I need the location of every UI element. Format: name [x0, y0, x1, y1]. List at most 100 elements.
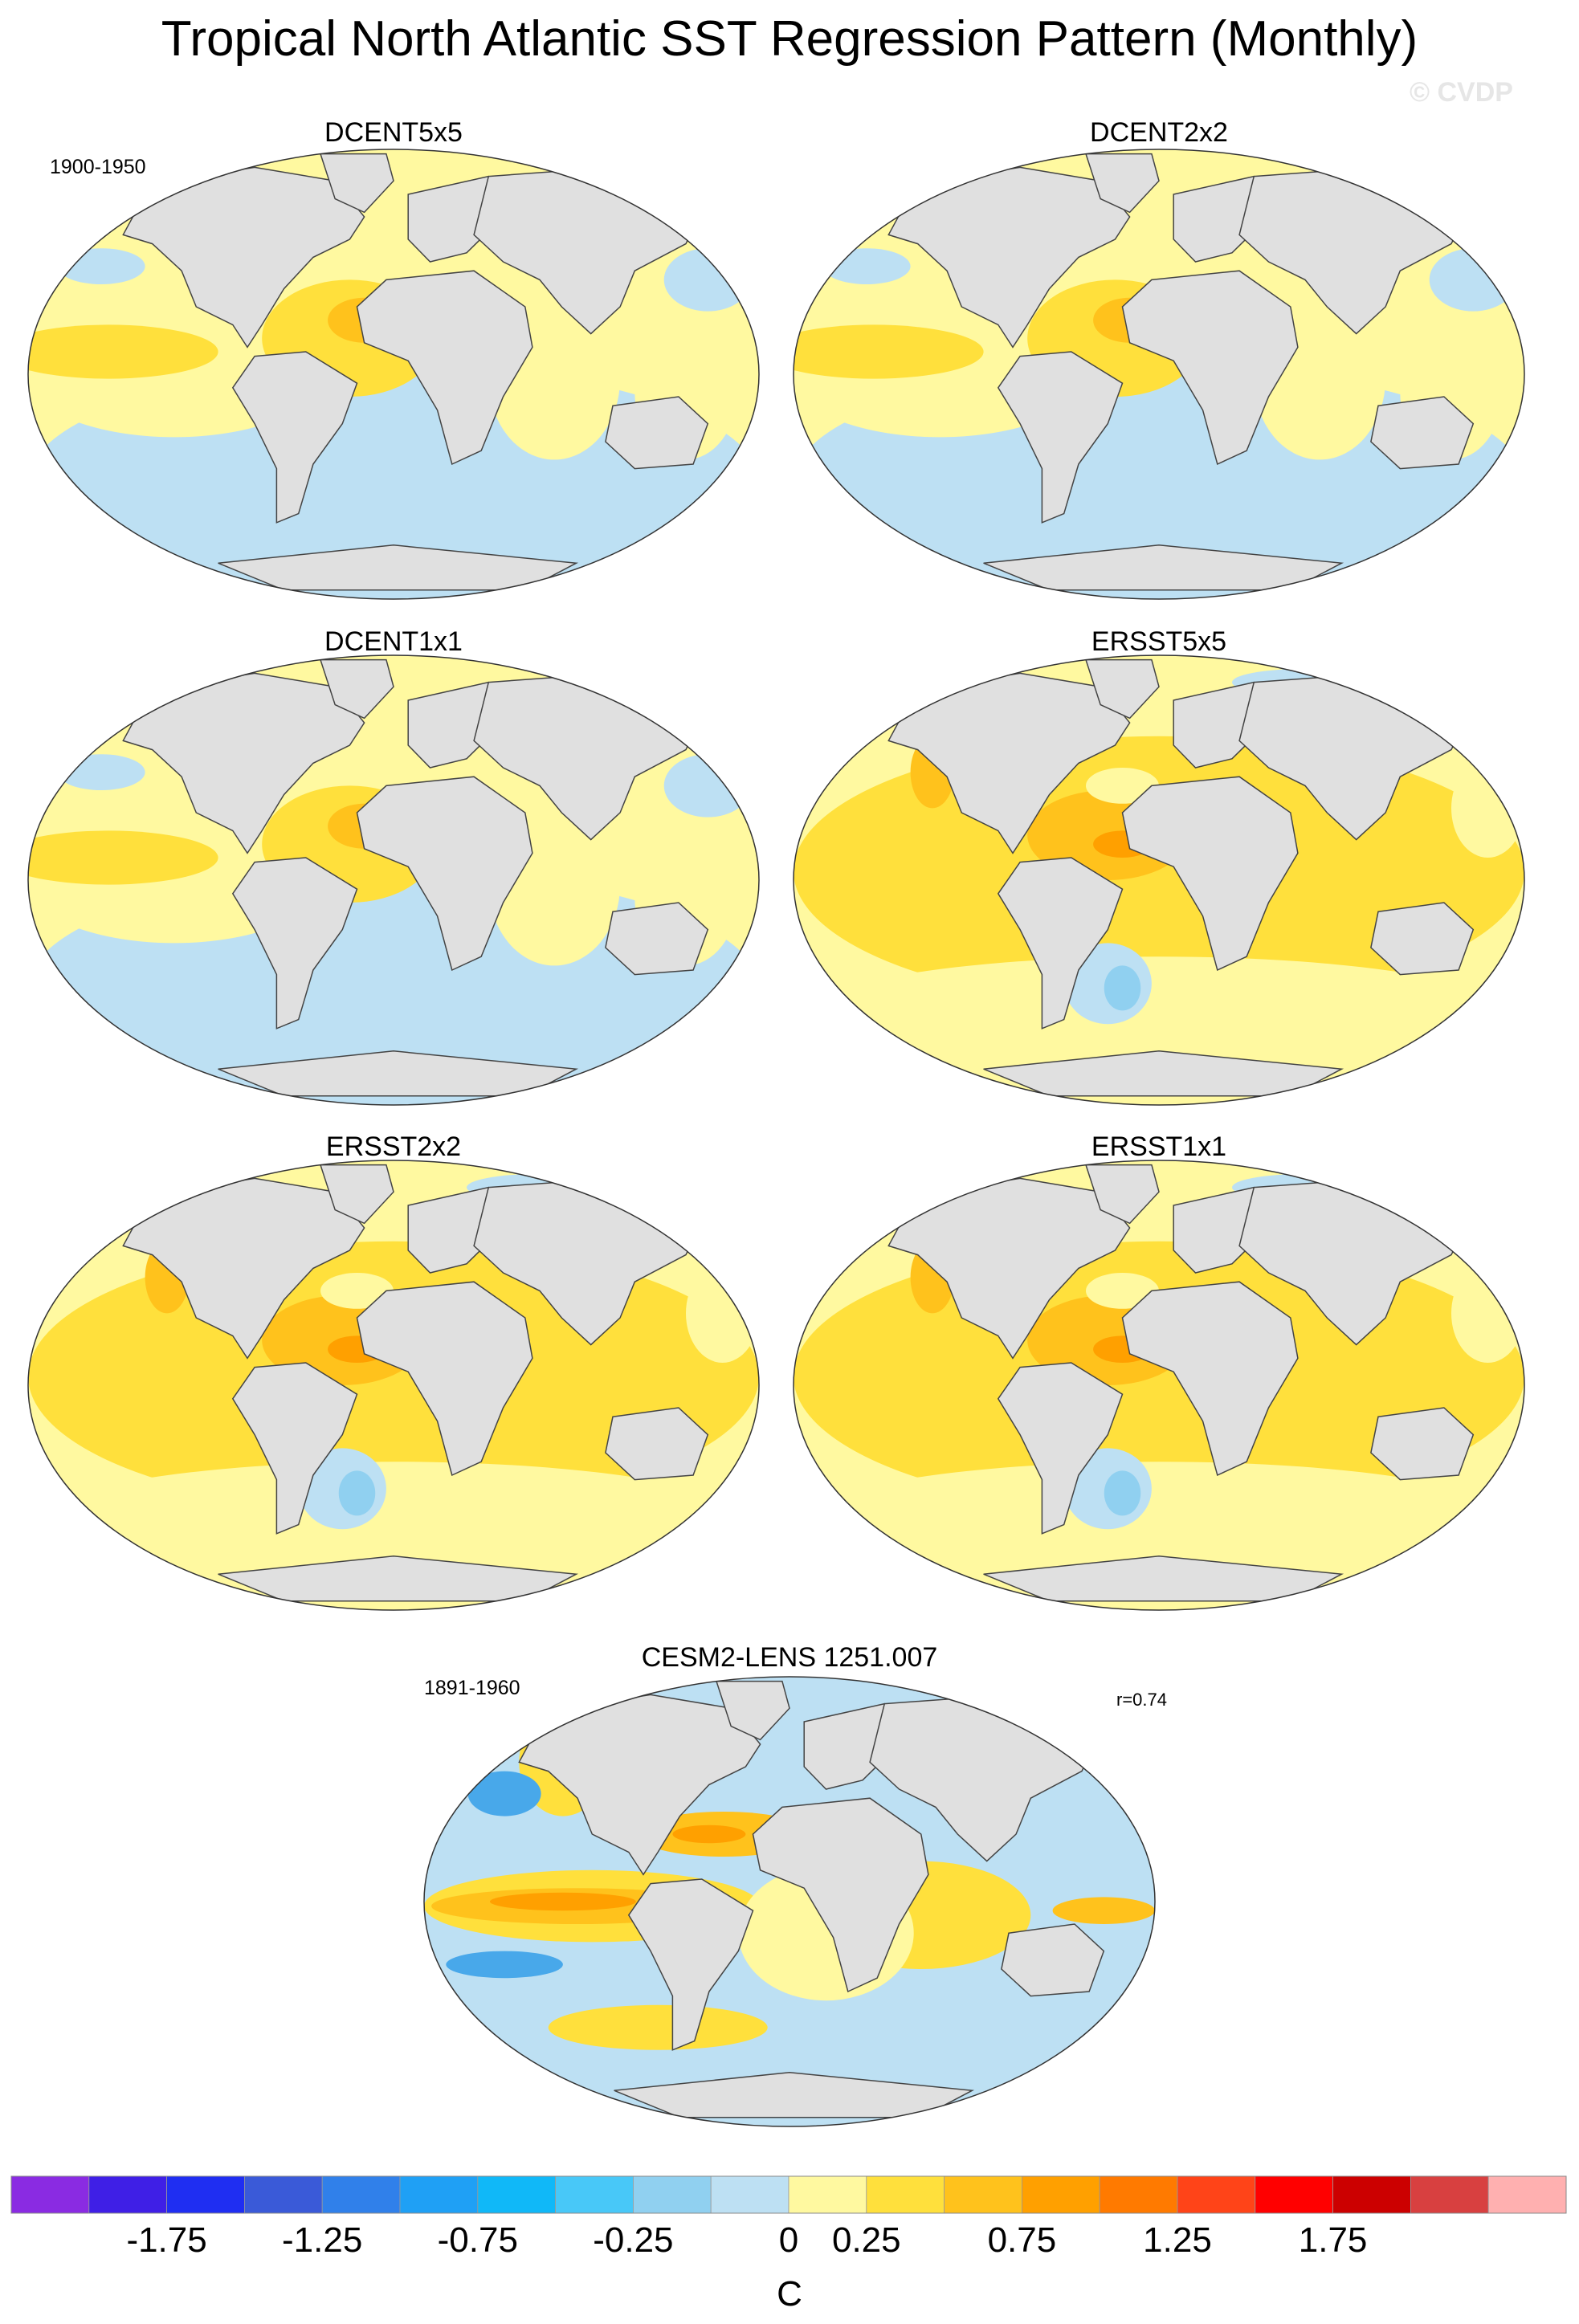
land-south-america: [231, 351, 358, 524]
land-antarctica: [614, 2072, 975, 2118]
sst-anomaly-patch: [794, 956, 1524, 1082]
panel-title: DCENT1x1: [324, 626, 463, 657]
sst-anomaly-patch: [28, 830, 218, 885]
panel-title: DCENT5x5: [324, 117, 463, 148]
colorbar-tick-label: 1.75: [1298, 2220, 1368, 2260]
sst-anomaly-patch: [489, 1892, 636, 1911]
land-greenland: [319, 153, 394, 214]
land-south-america: [997, 351, 1124, 524]
land-greenland: [319, 658, 394, 720]
sst-anomaly-patch: [794, 1462, 1524, 1588]
panel-title: ERSST2x2: [325, 1131, 462, 1162]
sst-anomaly-patch: [28, 324, 218, 379]
land-south-america: [997, 1362, 1124, 1535]
land-africa: [1121, 1281, 1299, 1477]
colorbar-bin: [1099, 2175, 1178, 2214]
colorbar-tick-label: -0.75: [437, 2220, 518, 2260]
sst-anomaly-patch: [320, 1273, 394, 1309]
land-australia: [605, 902, 709, 976]
land-australia: [1370, 1407, 1475, 1481]
pattern-correlation-label: r=0.74: [1116, 1690, 1167, 1710]
panel-title: CESM2-LENS 1251.007: [641, 1642, 938, 1673]
land-greenland: [1084, 658, 1160, 720]
colorbar-bin: [710, 2175, 790, 2214]
land-australia: [605, 396, 709, 470]
sst-anomaly-patch: [1052, 1897, 1155, 1924]
colorbar-tick-label: 0.25: [831, 2220, 901, 2260]
map-border: [793, 1160, 1525, 1611]
colorbar-tick-label: 0.75: [987, 2220, 1057, 2260]
colorbar-frame: [10, 2175, 1567, 2214]
sst-anomaly-patch: [1104, 1470, 1141, 1516]
sst-anomaly-patch: [1086, 768, 1159, 804]
map-6: [423, 1676, 1156, 2127]
land-south-america: [231, 857, 358, 1029]
land-australia: [1370, 902, 1475, 976]
land-south-america: [627, 1878, 754, 2051]
land-south-america: [231, 1362, 358, 1535]
colorbar-bin: [1332, 2175, 1411, 2214]
sst-anomaly-patch: [467, 1771, 541, 1816]
colorbar-bin: [321, 2175, 401, 2214]
colorbar-tick-label: -0.25: [593, 2220, 674, 2260]
colorbar-tick-label: -1.75: [126, 2220, 207, 2260]
map-4: [27, 1160, 760, 1611]
map-3: [793, 654, 1525, 1106]
colorbar-bin: [399, 2175, 479, 2214]
land-antarctica: [218, 544, 579, 591]
colorbar-bin: [166, 2175, 245, 2214]
map-1: [793, 149, 1525, 600]
cvdp-watermark: © CVDP: [1410, 77, 1513, 108]
map-2: [27, 654, 760, 1106]
colorbar-bin: [944, 2175, 1022, 2214]
period-label: 1891-1960: [424, 1677, 520, 1699]
land-south-america: [997, 857, 1124, 1029]
land-australia: [1001, 1923, 1105, 1997]
panel-title: DCENT2x2: [1090, 117, 1228, 148]
colorbar-bin: [10, 2175, 90, 2214]
colorbar-bin: [1487, 2175, 1567, 2214]
map-border: [423, 1676, 1156, 2127]
colorbar-tick-label: 1.25: [1143, 2220, 1212, 2260]
map-border: [27, 149, 760, 600]
map-border: [27, 654, 760, 1106]
land-antarctica: [983, 544, 1344, 591]
land-africa: [1121, 270, 1299, 466]
colorbar-bin: [1255, 2175, 1334, 2214]
land-africa: [356, 270, 533, 466]
colorbar-bin: [555, 2175, 634, 2214]
sst-anomaly-patch: [672, 1825, 746, 1844]
land-antarctica: [218, 1555, 579, 1602]
colorbar-bin: [633, 2175, 712, 2214]
sst-anomaly-patch: [28, 1462, 759, 1588]
sst-anomaly-patch: [446, 1951, 563, 1979]
land-greenland: [1084, 1164, 1160, 1225]
sst-anomaly-patch: [548, 2004, 768, 2050]
colorbar-bin: [243, 2175, 323, 2214]
land-greenland: [1084, 153, 1160, 214]
colorbar-bin: [1022, 2175, 1100, 2214]
colorbar-bin: [1177, 2175, 1256, 2214]
panel-title: ERSST5x5: [1091, 626, 1227, 657]
land-africa: [356, 1281, 533, 1477]
map-0: [27, 149, 760, 600]
sst-anomaly-patch: [1086, 1273, 1159, 1309]
sst-anomaly-patch: [794, 324, 984, 379]
map-border: [793, 654, 1525, 1106]
colorbar-tick-label: -1.25: [282, 2220, 363, 2260]
colorbar-bin: [788, 2175, 867, 2214]
land-africa: [356, 776, 533, 972]
land-africa: [752, 1797, 929, 1993]
land-greenland: [319, 1164, 394, 1225]
sst-anomaly-patch: [338, 1470, 376, 1516]
land-africa: [1121, 776, 1299, 972]
colorbar-bin: [866, 2175, 945, 2214]
colorbar-bin: [88, 2175, 168, 2214]
land-australia: [605, 1407, 709, 1481]
period-label: 1900-1950: [50, 156, 146, 178]
panel-title: ERSST1x1: [1091, 1131, 1227, 1162]
map-border: [27, 1160, 760, 1611]
colorbar-bin: [477, 2175, 556, 2214]
colorbar-tick-label: 0: [778, 2220, 799, 2260]
